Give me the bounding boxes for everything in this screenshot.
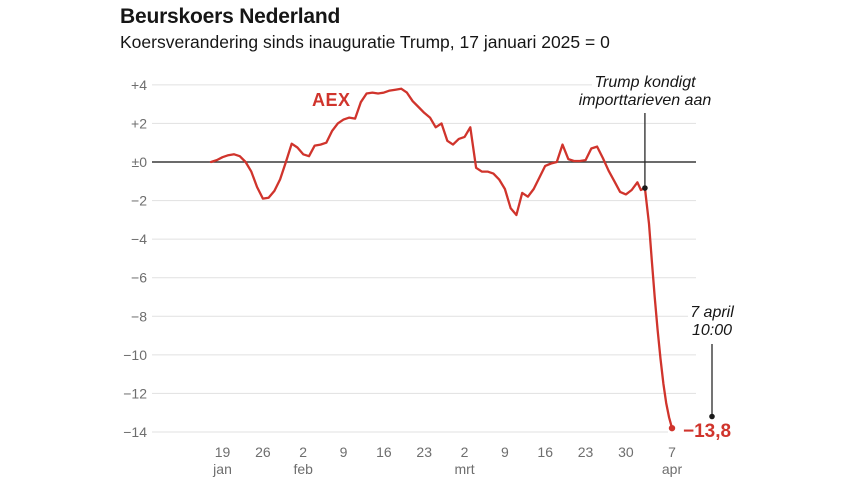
- x-tick-label: 19: [215, 444, 231, 460]
- end-dot: [668, 424, 676, 432]
- x-month-label: mrt: [454, 461, 474, 477]
- x-tick-label: 9: [501, 444, 509, 460]
- y-tick-label: −14: [123, 424, 147, 440]
- last-value-leader-dot: [709, 413, 715, 420]
- x-tick-label: 23: [578, 444, 594, 460]
- y-tick-label: +4: [131, 77, 147, 93]
- annotation-tariffs: Trump kondigt importtarieven aan: [565, 74, 725, 110]
- aex-line: [209, 87, 674, 430]
- annotation-tariffs-line2: importtarieven aan: [576, 92, 714, 110]
- x-month-label: jan: [212, 461, 232, 477]
- y-tick-label: −8: [131, 308, 147, 324]
- y-tick-label: −4: [131, 231, 147, 247]
- x-tick-label: 2: [461, 444, 469, 460]
- annotation-tariffs-line1: Trump kondigt: [592, 74, 698, 92]
- chart-header: Beurskoers Nederland Koersverandering si…: [120, 5, 610, 53]
- x-tick-label: 16: [537, 444, 553, 460]
- tariff-annotation-dot: [642, 185, 648, 191]
- y-tick-label: −10: [123, 347, 147, 363]
- y-tick-label: −6: [131, 270, 147, 286]
- x-tick-label: 16: [376, 444, 392, 460]
- chart-title: Beurskoers Nederland: [120, 5, 341, 28]
- y-tick-label: +2: [131, 115, 147, 131]
- x-tick-label: 26: [255, 444, 271, 460]
- y-tick-label: −2: [131, 193, 147, 209]
- annotation-last-time-line2: 10:00: [689, 322, 735, 340]
- y-tick-label: −12: [123, 385, 147, 401]
- chart-subtitle: Koersverandering sinds inauguratie Trump…: [120, 32, 610, 52]
- x-tick-label: 23: [416, 444, 432, 460]
- x-tick-label: 7: [668, 444, 676, 460]
- y-tick-label: ±0: [132, 154, 148, 170]
- x-month-label: apr: [662, 461, 683, 477]
- x-month-label: feb: [293, 461, 313, 477]
- x-tick-label: 2: [299, 444, 307, 460]
- x-tick-label: 30: [618, 444, 634, 460]
- annotation-last-time-line1: 7 april: [688, 304, 736, 322]
- series-label-aex: AEX: [312, 90, 351, 110]
- annotation-last-time: 7 april 10:00: [662, 304, 762, 340]
- last-value-label: −13,8: [683, 421, 732, 442]
- x-tick-label: 9: [340, 444, 348, 460]
